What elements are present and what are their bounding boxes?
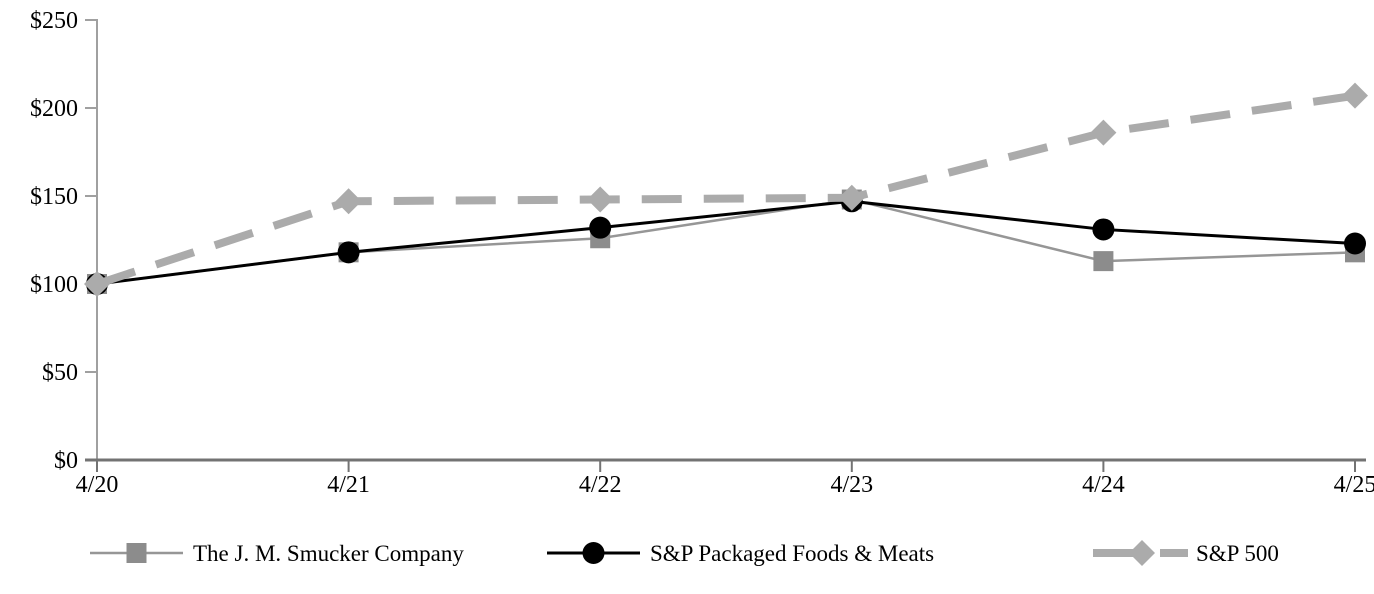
legend-label-sp500: S&P 500 <box>1196 541 1279 566</box>
x-tick-label: 4/22 <box>579 472 622 498</box>
packaged-foods-marker <box>1092 218 1115 241</box>
packaged-foods-line <box>96 199 1356 286</box>
legend-item-packaged-foods: S&P Packaged Foods & Meats <box>547 541 934 566</box>
legend: The J. M. Smucker Company S&P Packaged Fo… <box>90 540 1279 566</box>
y-tick-label: $250 <box>30 8 78 34</box>
legend-item-sp500: S&P 500 <box>1093 540 1279 566</box>
legend-marker-smucker <box>126 543 147 563</box>
smucker-marker <box>1093 251 1114 272</box>
y-tick-label: $0 <box>54 448 78 474</box>
sp500-line <box>95 91 1356 288</box>
sp500-marker <box>838 184 865 211</box>
legend-marker-packaged-foods <box>582 542 605 564</box>
sp500-marker <box>1342 82 1368 109</box>
packaged-foods-marker <box>1344 232 1366 255</box>
packaged-foods-marker <box>337 241 360 264</box>
sp500-marker <box>1090 119 1117 146</box>
y-tick-label: $150 <box>30 184 78 210</box>
legend-marker-sp500 <box>1129 540 1155 566</box>
x-tick-label: 4/20 <box>76 472 119 498</box>
y-tick-label: $100 <box>30 272 78 298</box>
sp500-marker <box>587 186 614 213</box>
x-tick-label: 4/23 <box>830 472 873 498</box>
x-tick-label: 4/21 <box>327 472 370 498</box>
legend-label-packaged-foods: S&P Packaged Foods & Meats <box>650 541 934 566</box>
legend-item-smucker: The J. M. Smucker Company <box>90 541 464 566</box>
smucker-line <box>96 198 1356 286</box>
x-tick-label: 4/25 <box>1334 472 1374 498</box>
legend-label-smucker: The J. M. Smucker Company <box>193 541 464 566</box>
y-tick-label: $50 <box>42 360 78 386</box>
sp500-marker <box>84 271 110 297</box>
y-tick-label: $200 <box>30 96 78 122</box>
sp500-marker <box>335 188 362 215</box>
packaged-foods-marker <box>589 216 612 239</box>
x-tick-label: 4/24 <box>1082 472 1125 498</box>
